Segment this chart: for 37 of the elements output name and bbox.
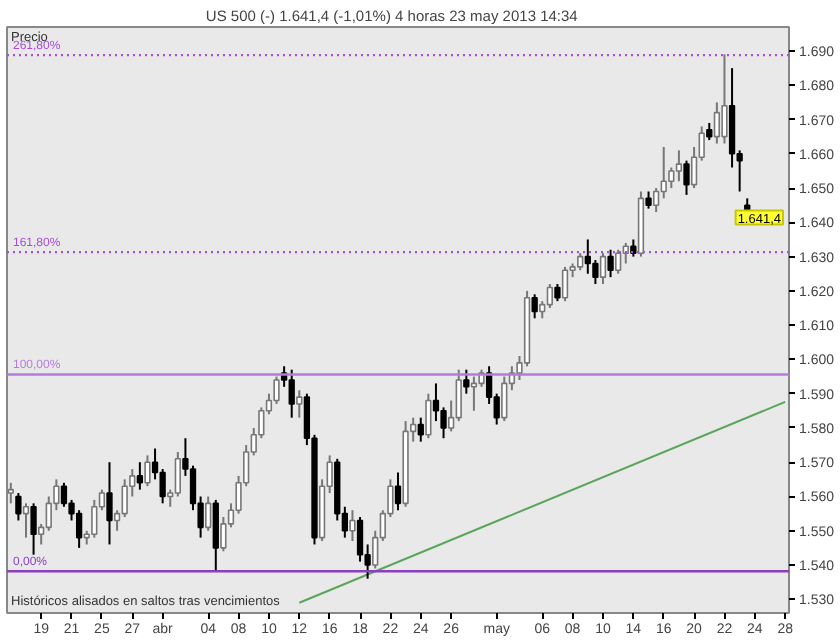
candlestick (288, 368, 295, 419)
candlestick (546, 283, 553, 310)
candlestick (501, 375, 508, 423)
candlestick (106, 461, 113, 546)
candlestick (91, 498, 98, 539)
candlestick (713, 101, 721, 145)
candlestick (144, 454, 151, 488)
candlestick (22, 502, 30, 539)
candlestick (531, 293, 538, 320)
candlestick (728, 67, 736, 169)
candlestick (599, 252, 607, 286)
candlestick (60, 481, 68, 508)
candlestick (7, 481, 14, 505)
candlestick (394, 471, 402, 512)
candlestick (15, 492, 22, 522)
candlestick (296, 389, 303, 419)
candlestick (463, 368, 470, 395)
candlestick (721, 53, 728, 145)
candlestick (607, 248, 614, 279)
candlestick (136, 461, 144, 491)
candlestick (652, 187, 660, 214)
candlestick (470, 375, 478, 412)
candlestick (356, 516, 364, 563)
candlestick (174, 450, 181, 498)
candlestick (561, 265, 569, 303)
candlestick (349, 509, 356, 543)
candlestick (425, 392, 432, 440)
candlestick (660, 145, 667, 200)
candlestick (30, 502, 37, 556)
candlestick (432, 382, 440, 423)
candlestick (615, 248, 622, 275)
candlestick (417, 416, 424, 443)
candlestick (205, 495, 212, 532)
candlestick (212, 498, 219, 573)
candlestick (675, 149, 683, 183)
candlestick (683, 159, 690, 196)
candlestick (455, 368, 462, 423)
